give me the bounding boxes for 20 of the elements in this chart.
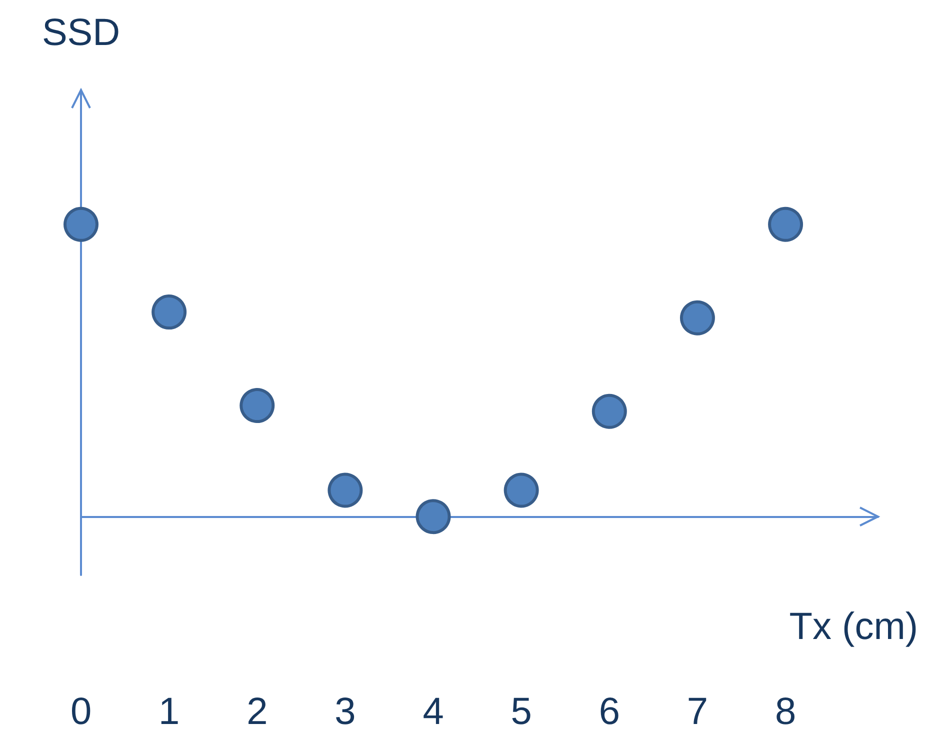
point <box>504 472 539 508</box>
x-tick-label: 4 <box>422 691 444 731</box>
y-axis-title: SSD <box>42 12 120 54</box>
x-tick-label: 7 <box>686 691 708 731</box>
x-tick-label: 5 <box>510 691 532 731</box>
point <box>680 300 715 336</box>
x-tick-label: 8 <box>774 691 796 731</box>
point <box>152 294 187 330</box>
point <box>240 388 275 424</box>
point <box>64 206 98 242</box>
point <box>328 472 363 508</box>
x-tick-label: 1 <box>158 691 180 731</box>
x-tick-label: 6 <box>598 691 620 731</box>
x-axis-title: Tx (cm) <box>789 606 918 648</box>
point <box>768 206 804 242</box>
point <box>592 394 627 429</box>
x-tick-label: 2 <box>246 691 268 731</box>
x-tick-label: 0 <box>70 691 92 731</box>
point <box>416 499 451 534</box>
x-tick-label: 3 <box>334 691 356 731</box>
